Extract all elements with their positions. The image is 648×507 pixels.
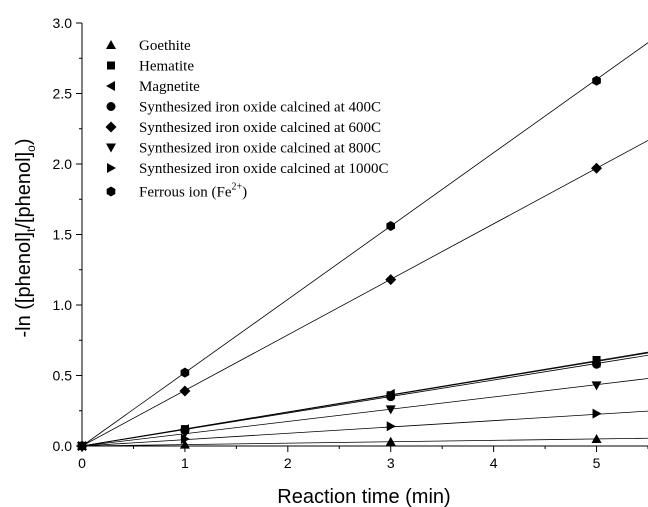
data-point	[385, 274, 397, 286]
legend-marker	[106, 81, 115, 91]
fit-line	[81, 410, 648, 447]
data-points	[76, 75, 603, 452]
data-point	[592, 408, 602, 419]
fit-line	[81, 354, 648, 447]
x-tick-label: 0	[78, 455, 86, 471]
legend-label: Hematite	[139, 59, 194, 75]
legend-label: Goethite	[139, 38, 191, 54]
legend-marker	[107, 61, 115, 70]
y-tick-label: 0.5	[53, 368, 73, 384]
y-axis-title-mid: /[phenol]	[13, 152, 35, 229]
data-point	[592, 75, 601, 86]
legend-marker	[106, 102, 116, 111]
x-tick-label: 4	[490, 455, 498, 471]
legend-marker	[105, 121, 117, 133]
y-axis-title-sub1: t	[24, 228, 38, 232]
legend-marker	[106, 186, 116, 197]
data-point	[386, 421, 396, 432]
y-tick-label: 2.0	[53, 156, 73, 172]
data-point	[179, 439, 190, 449]
legend-label: Synthesized iron oxide calcined at 400C	[139, 100, 381, 116]
legend-marker	[106, 143, 116, 153]
fit-line	[81, 378, 648, 447]
data-point	[77, 441, 87, 451]
x-tick-label: 1	[181, 455, 189, 471]
data-point	[180, 433, 190, 444]
fit-lines	[81, 42, 648, 447]
y-tick-label: 2.5	[53, 86, 73, 102]
legend-label: Synthesized iron oxide calcined at 600C	[139, 120, 381, 136]
legend: Goethite Hematite Magnetite Synthesized iro…	[105, 38, 389, 201]
y-tick-label: 1.5	[53, 227, 73, 243]
legend-marker	[106, 40, 116, 49]
y-axis-title-prefix: -ln ([phenol]	[13, 232, 35, 338]
x-axis-title: Reaction time (min)	[277, 486, 450, 507]
data-point	[180, 367, 190, 378]
data-point	[179, 429, 190, 439]
data-point	[385, 405, 396, 415]
x-tick-label: 5	[593, 455, 601, 471]
data-point	[179, 385, 191, 397]
fit-line	[81, 140, 648, 447]
y-axis-title-suffix: )	[13, 138, 35, 145]
data-point	[385, 436, 396, 446]
y-tick-label: 0.0	[53, 438, 73, 454]
legend-label: Ferrous ion (Fe2+)	[139, 182, 247, 201]
data-point	[591, 433, 602, 443]
y-axis-title: -ln ([phenol]t/[phenol]o)	[13, 138, 38, 337]
axes: 0 1 2 3 4 5 0.0 0.5 1.0 1.5 2.0 2.5 3.0	[53, 15, 648, 471]
legend-label-suffix: )	[242, 185, 247, 201]
legend-label: Synthesized iron oxide calcined at 800C	[139, 141, 381, 157]
x-tick-label: 3	[387, 455, 395, 471]
fit-line	[81, 42, 648, 447]
data-point	[386, 392, 396, 402]
legend-label-superscript: 2+	[232, 182, 243, 193]
fit-line	[81, 437, 648, 447]
data-point	[591, 162, 603, 174]
legend-label: Synthesized iron oxide calcined at 1000C	[139, 161, 389, 177]
y-tick-label: 3.0	[53, 15, 73, 31]
x-tick-label: 2	[284, 455, 292, 471]
y-axis-title-sub2: o	[24, 145, 38, 152]
y-tick-label: 1.0	[53, 297, 73, 313]
legend-marker	[107, 163, 116, 173]
data-point	[591, 381, 602, 391]
legend-label: Magnetite	[139, 79, 200, 95]
data-point	[592, 359, 602, 369]
data-point	[386, 221, 396, 232]
